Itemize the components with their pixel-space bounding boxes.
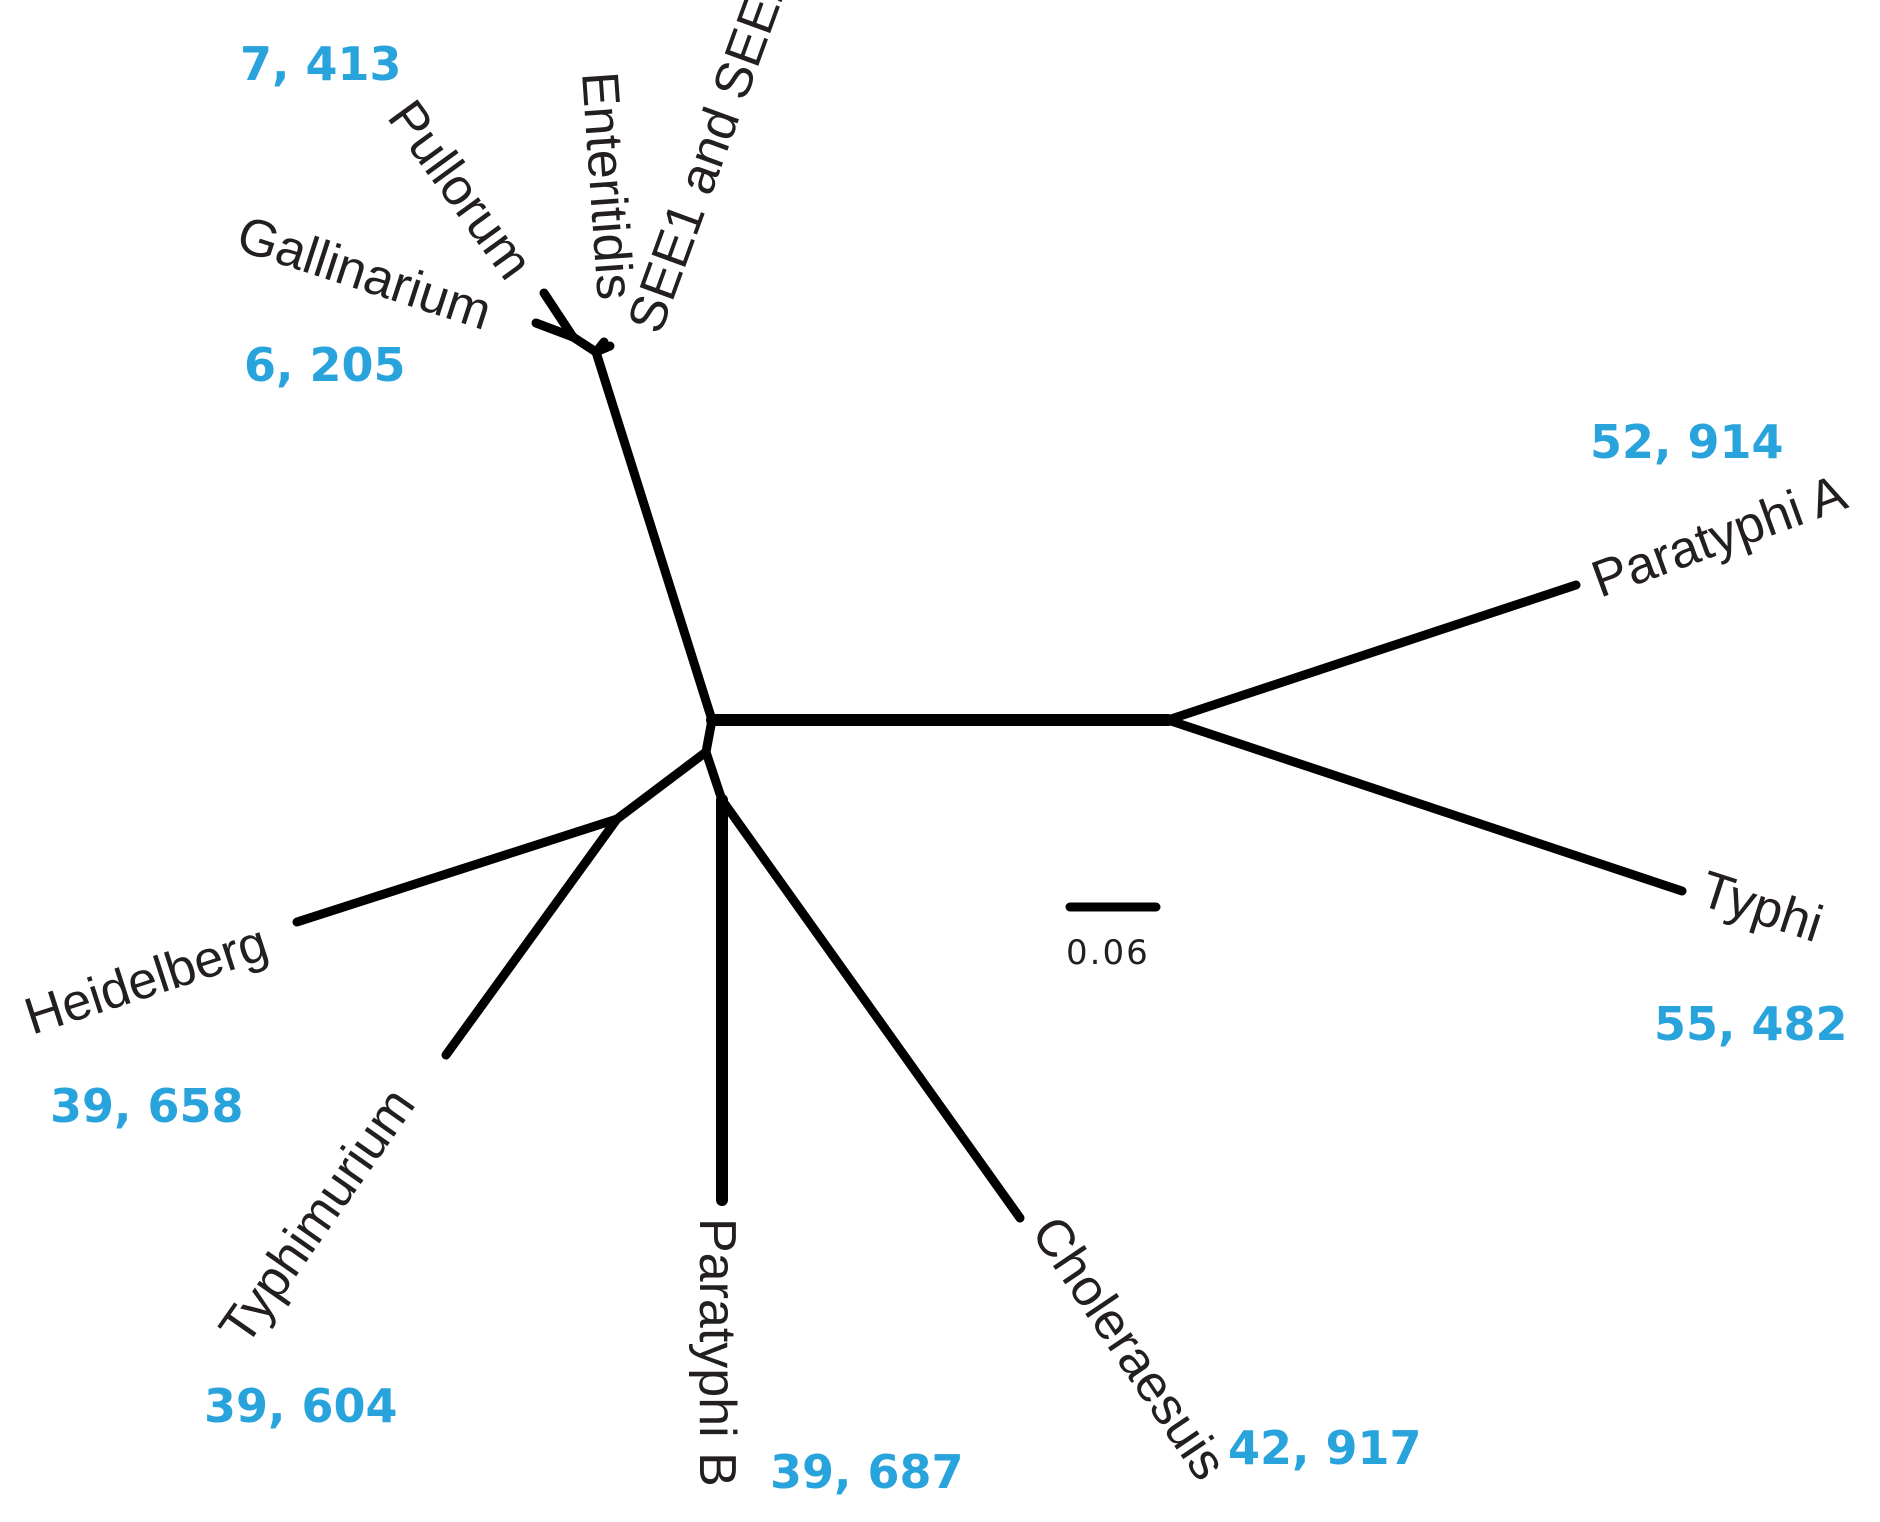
taxon-label-paratyphi-b: Paratyphi B	[688, 1218, 746, 1487]
taxon-label-heidelberg: Heidelberg	[18, 914, 275, 1047]
branch-paratyphi-a	[1163, 580, 1581, 725]
taxon-label-enteritidis: Enteritidis	[570, 70, 644, 302]
taxon-label-paratyphi-a: Paratyphi A	[1584, 464, 1854, 610]
scale-bar-label: 0.06	[1066, 933, 1150, 973]
branch-lower-stem	[701, 715, 717, 757]
branch-typhimurium	[441, 814, 622, 1060]
count-label-heidelberg: 39, 658	[50, 1079, 244, 1133]
scale-bar: 0.06	[1065, 902, 1161, 973]
branch-lower-node-right	[701, 747, 727, 805]
tree-branches	[292, 288, 1687, 1223]
count-label-typhi: 55, 482	[1654, 997, 1848, 1051]
branch-pullorum	[539, 288, 578, 342]
branch-top-stem	[591, 347, 717, 725]
branch-galpul-node	[568, 332, 601, 357]
count-label-pullorum: 7, 413	[240, 37, 402, 91]
count-label-choleraesuis: 42, 917	[1228, 1421, 1422, 1475]
taxon-label-choleraesuis: Choleraesuis	[1020, 1206, 1238, 1490]
branch-heidelberg	[292, 814, 622, 927]
count-label-gallinarium: 6, 205	[244, 338, 406, 392]
taxon-label-typhi: Typhi	[1693, 860, 1829, 954]
count-label-typhimurium: 39, 604	[204, 1379, 398, 1433]
branch-lower-node-left	[612, 747, 711, 824]
count-label-paratyphi-b: 39, 687	[770, 1445, 964, 1499]
count-labels: 7, 413 6, 205 52, 914 55, 482 39, 658 39…	[50, 37, 1848, 1499]
count-label-paratyphi-a: 52, 914	[1590, 415, 1784, 469]
branch-choleraesuis	[717, 795, 1025, 1223]
branch-typhi	[1163, 715, 1687, 896]
branch-gallinarium	[531, 318, 578, 342]
taxon-label-see: SEE1 and SEE2	[617, 0, 802, 340]
taxon-labels: Pullorum Enteritidis SEE1 and SEE2 Galli…	[18, 0, 1855, 1490]
